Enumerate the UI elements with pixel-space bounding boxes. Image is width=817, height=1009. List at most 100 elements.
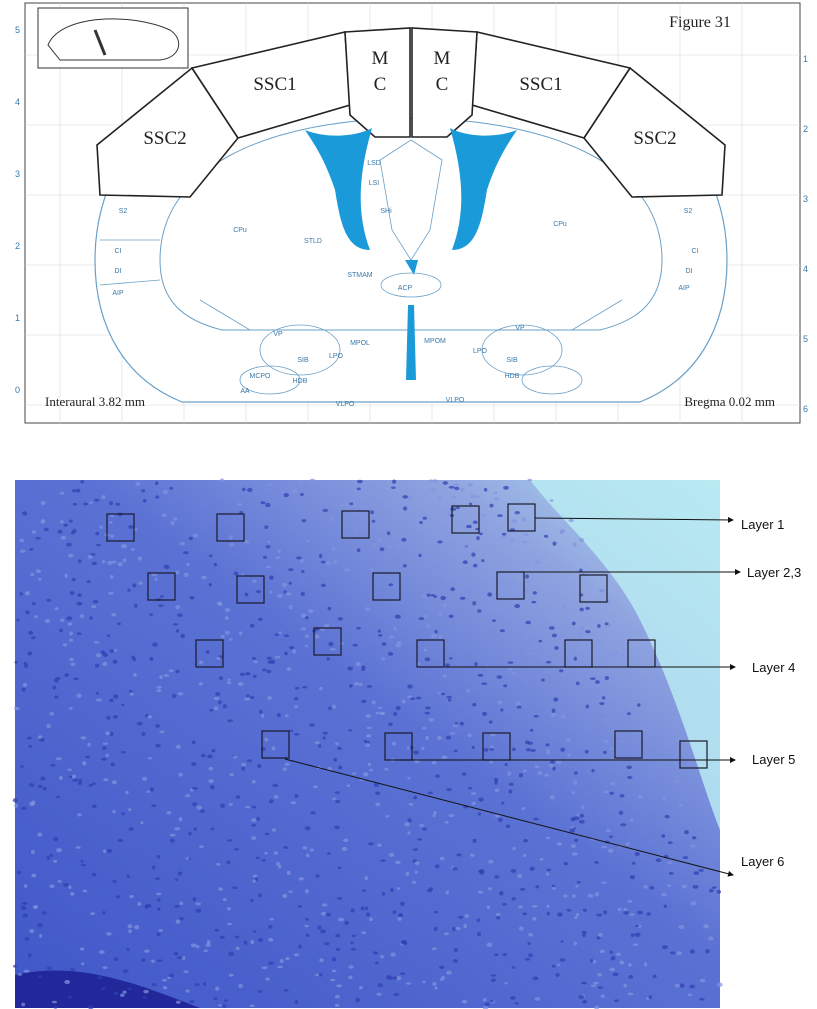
cell	[424, 648, 428, 651]
cell	[365, 607, 370, 611]
cell	[272, 746, 276, 750]
atlas-label: STMAM	[347, 272, 372, 279]
cell	[552, 887, 556, 890]
cell	[434, 911, 438, 914]
cell	[559, 669, 563, 672]
cell	[609, 968, 615, 972]
cell	[28, 631, 33, 635]
cell	[610, 951, 613, 954]
cell	[69, 631, 73, 635]
cell	[424, 614, 428, 618]
cell	[162, 979, 167, 982]
cell	[550, 795, 555, 799]
cell	[157, 907, 161, 911]
cell	[31, 874, 36, 878]
cell	[324, 624, 330, 628]
cell	[363, 772, 368, 776]
cell	[446, 736, 451, 740]
cell	[107, 634, 110, 637]
cell	[81, 864, 86, 867]
cell	[246, 694, 250, 697]
cell	[227, 907, 231, 910]
cell	[472, 601, 476, 605]
cell	[351, 498, 356, 501]
cell	[467, 483, 473, 486]
cell	[501, 802, 504, 805]
cell	[267, 541, 270, 544]
cell	[619, 811, 624, 815]
cell	[96, 692, 99, 695]
cell	[174, 517, 178, 520]
cell	[537, 771, 542, 775]
cell	[544, 535, 548, 538]
cell	[37, 923, 42, 927]
cell	[561, 715, 566, 719]
cell	[688, 994, 692, 997]
cell	[523, 770, 527, 773]
cell	[276, 556, 281, 559]
cell	[613, 972, 619, 976]
cell	[661, 893, 666, 897]
cell	[328, 642, 333, 646]
cell	[192, 534, 198, 538]
cell	[278, 865, 281, 869]
layer-label: Layer 1	[741, 517, 784, 532]
atlas-label: MPOM	[424, 338, 446, 345]
cell	[305, 889, 309, 893]
cell	[422, 727, 426, 730]
cell	[528, 742, 533, 745]
cell	[69, 776, 73, 778]
cell	[439, 613, 443, 617]
cell	[262, 668, 266, 671]
cell	[95, 664, 99, 668]
cell	[577, 632, 582, 636]
cell	[92, 562, 97, 565]
cell	[245, 672, 250, 675]
cell	[133, 673, 137, 677]
cell	[338, 866, 342, 869]
cell	[552, 634, 557, 638]
cell	[434, 595, 437, 598]
cell	[407, 818, 411, 822]
cell	[454, 750, 458, 753]
cell	[280, 959, 284, 963]
cell	[364, 906, 368, 910]
cell	[50, 764, 55, 767]
cell	[31, 636, 36, 639]
cell	[560, 748, 565, 752]
cell	[599, 702, 604, 705]
cell	[597, 973, 602, 977]
cell	[351, 908, 355, 912]
cell	[269, 483, 272, 486]
cell	[384, 768, 388, 771]
cell	[609, 835, 613, 838]
cell	[261, 714, 264, 718]
cell	[46, 967, 51, 971]
cell	[525, 621, 531, 625]
cell	[599, 589, 604, 593]
cell	[295, 687, 299, 690]
cell	[126, 875, 130, 878]
cell	[337, 897, 342, 900]
cell	[41, 501, 46, 505]
cell	[452, 496, 457, 499]
cell	[549, 763, 554, 767]
cell	[627, 712, 631, 715]
cell	[214, 997, 218, 1000]
cell	[577, 881, 581, 883]
cell	[149, 657, 153, 661]
cell	[603, 751, 607, 754]
cell	[635, 852, 640, 856]
cell	[424, 712, 430, 715]
region-label: M	[434, 48, 451, 69]
cell	[158, 929, 163, 932]
cell	[289, 646, 294, 649]
cell	[532, 905, 538, 908]
cell	[63, 643, 67, 646]
cell	[191, 944, 197, 948]
cell	[582, 934, 585, 937]
left-tick-label: 5	[15, 25, 20, 35]
cell	[251, 806, 256, 809]
cell	[170, 487, 173, 490]
cell	[595, 680, 600, 684]
